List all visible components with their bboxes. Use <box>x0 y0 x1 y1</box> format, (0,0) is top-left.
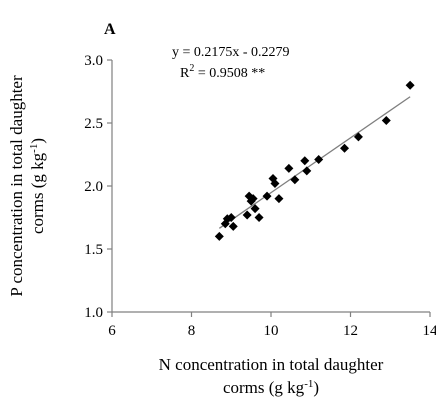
data-point <box>302 166 312 176</box>
data-point <box>226 213 236 222</box>
data-point <box>254 213 264 222</box>
y-tick-label: 1.5 <box>84 242 103 258</box>
data-point <box>300 156 310 166</box>
data-point <box>270 178 280 188</box>
data-point <box>381 115 391 125</box>
data-point <box>262 191 272 201</box>
x-axis-title: N concentration in total daughter <box>159 355 384 374</box>
x-tick-label: 6 <box>108 323 116 339</box>
data-point <box>290 175 300 185</box>
data-point <box>353 132 363 142</box>
x-axis-title-line2: corms (g kg-1) <box>223 378 319 397</box>
panel-label: A <box>104 21 116 38</box>
data-point <box>340 143 350 153</box>
y-tick-label: 2.5 <box>84 116 103 132</box>
y-tick-label: 1.0 <box>84 305 103 321</box>
data-point <box>274 194 284 204</box>
data-point <box>242 210 252 220</box>
data-point <box>228 221 238 231</box>
trendline <box>218 96 411 229</box>
data-point <box>214 231 224 241</box>
y-tick-label: 3.0 <box>84 53 103 69</box>
equation-annotation: y = 0.2175x - 0.2279 <box>172 45 290 60</box>
y-axis-title-line2: corms (g kg-1) <box>28 138 47 234</box>
data-point <box>250 204 260 214</box>
y-axis-title: P concentration in total daughter <box>7 75 26 297</box>
data-point <box>284 163 294 173</box>
data-point <box>405 80 415 90</box>
x-tick-label: 8 <box>188 323 196 339</box>
x-tick-label: 14 <box>423 323 436 339</box>
y-tick-label: 2.0 <box>84 179 103 195</box>
x-tick-label: 10 <box>264 323 279 339</box>
data-point <box>248 194 258 204</box>
data-point <box>314 155 324 165</box>
r-squared-annotation: R2 = 0.9508 ** <box>180 63 265 81</box>
x-tick-label: 12 <box>343 323 358 339</box>
